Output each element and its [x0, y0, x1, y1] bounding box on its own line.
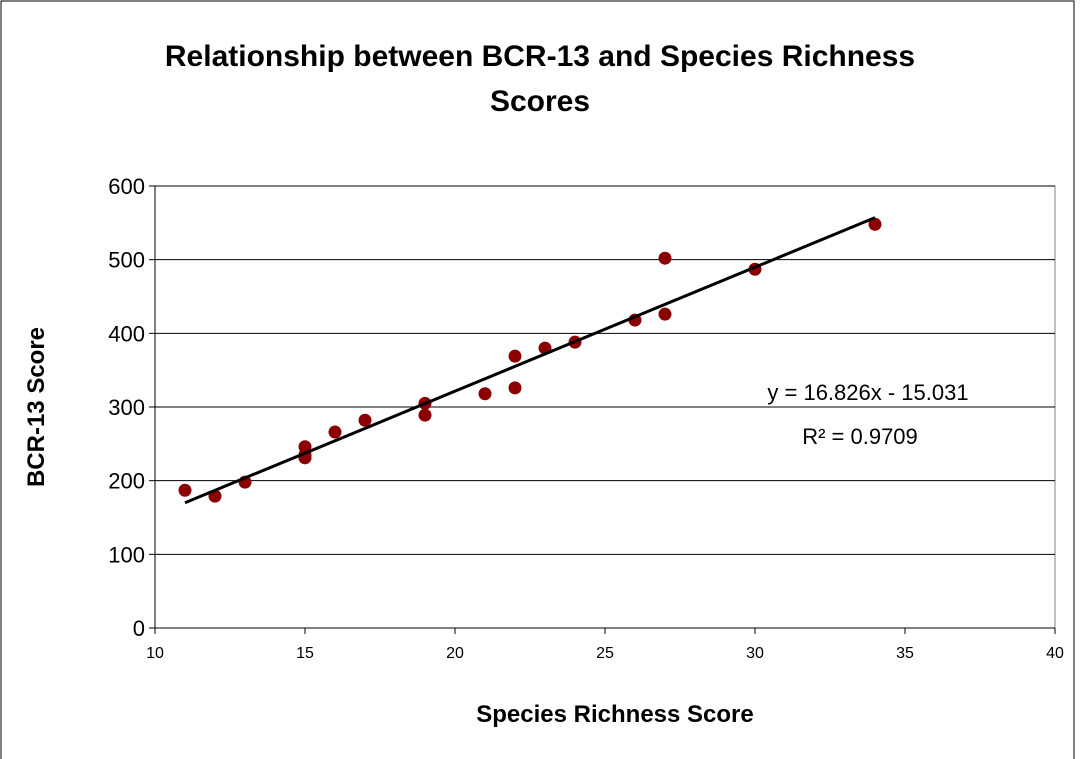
y-tick-label: 500 [108, 248, 145, 273]
scatter-point [868, 217, 882, 231]
y-tick-label: 100 [108, 542, 145, 567]
x-tick-label: 35 [896, 645, 914, 662]
y-tick-label: 0 [133, 616, 145, 641]
trendline [184, 216, 876, 505]
y-axis-title: BCR-13 Score [23, 327, 50, 487]
y-tick-label: 600 [108, 174, 145, 199]
scatter-point [508, 381, 522, 395]
scatter-point [178, 483, 192, 497]
x-tick-label: 10 [146, 645, 164, 662]
annotation: y = 16.826x - 15.031 [767, 380, 968, 405]
scatter-point [658, 307, 672, 321]
x-tick-label: 15 [296, 645, 314, 662]
scatter-point [508, 349, 522, 363]
y-tick-label: 300 [108, 395, 145, 420]
x-tick-label: 25 [596, 645, 614, 662]
x-tick-label: 30 [746, 645, 764, 662]
scatter-point [358, 413, 372, 427]
scatter-point [418, 408, 432, 422]
scatter-point [478, 387, 492, 401]
x-tick-label: 40 [1046, 645, 1064, 662]
x-tick-label: 20 [446, 645, 464, 662]
annotation: R² = 0.9709 [802, 424, 918, 449]
y-tick-label: 200 [108, 469, 145, 494]
x-axis-title: Species Richness Score [476, 701, 753, 728]
chart-title: Relationship between BCR-13 and Species … [164, 40, 916, 118]
scatter-point [658, 251, 672, 265]
scatter-point [328, 425, 342, 439]
y-tick-label: 400 [108, 321, 145, 346]
